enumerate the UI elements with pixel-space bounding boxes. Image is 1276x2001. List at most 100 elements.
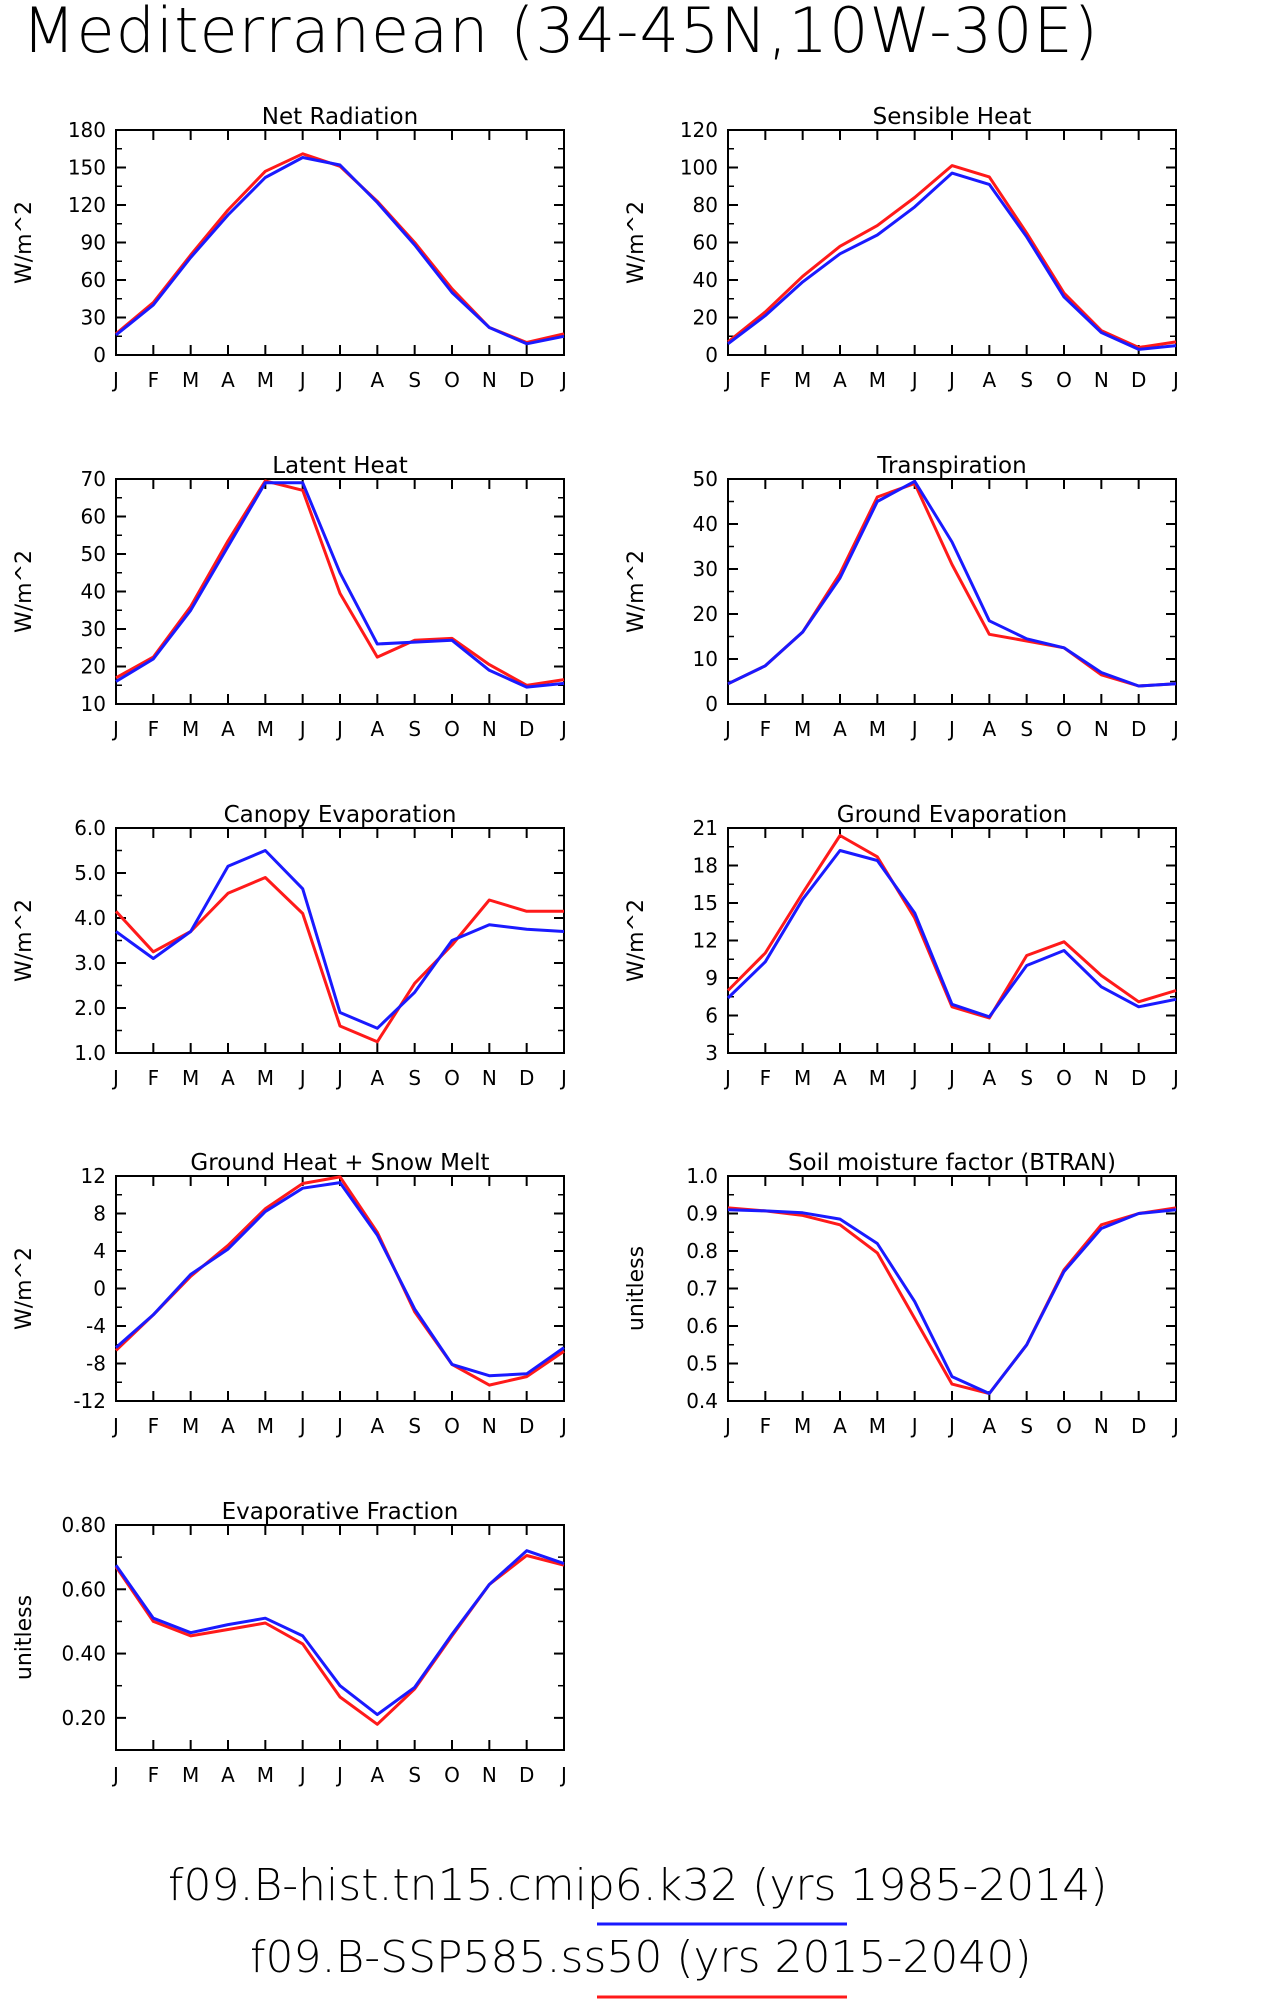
x-tick-label: F — [760, 1066, 772, 1090]
x-tick-label: A — [221, 1763, 235, 1787]
series-line-ssp — [114, 876, 564, 1044]
x-tick-label: M — [869, 1414, 886, 1438]
panel-title: Ground Heat + Snow Melt — [190, 1150, 489, 1176]
series-line-ssp — [726, 834, 1177, 1020]
x-tick-label: S — [408, 1763, 421, 1787]
x-tick-label: A — [370, 717, 384, 741]
x-tick-label: O — [444, 368, 460, 392]
y-tick-label: 120 — [68, 193, 106, 217]
y-axis-label: W/m^2 — [624, 201, 649, 284]
series-line-ssp — [114, 1554, 565, 1726]
series-line-ssp — [727, 1206, 1177, 1395]
y-axis-label: W/m^2 — [12, 1247, 37, 1330]
x-tick-label: O — [1056, 368, 1072, 392]
x-tick-label: A — [982, 1414, 996, 1438]
x-tick-label: M — [182, 717, 199, 741]
series-line-hist — [727, 1208, 1177, 1395]
plot-frame — [727, 129, 1177, 356]
series-line-hist — [115, 849, 565, 1030]
y-tick-label: 0.9 — [686, 1202, 718, 1226]
y-tick-label: 20 — [693, 306, 718, 330]
x-tick-label: M — [794, 1066, 811, 1090]
x-tick-label: M — [257, 1066, 274, 1090]
x-tick-label: O — [1056, 717, 1072, 741]
y-axis-label: W/m^2 — [624, 550, 649, 633]
x-tick-label: O — [444, 1414, 460, 1438]
y-tick-label: 1.0 — [686, 1164, 718, 1188]
y-tick-label: 50 — [693, 467, 718, 491]
x-tick-label: A — [982, 368, 996, 392]
plot-frame — [727, 827, 1177, 1054]
y-tick-label: -4 — [86, 1314, 106, 1338]
y-tick-label: 0 — [705, 692, 718, 716]
y-axis-label: W/m^2 — [12, 550, 37, 633]
y-axis-label: unitless — [624, 1246, 649, 1331]
y-tick-label: 0.7 — [686, 1277, 718, 1301]
x-tick-label: J — [559, 1414, 567, 1438]
y-tick-label: 9 — [705, 966, 718, 990]
x-tick-label: A — [833, 1066, 847, 1090]
y-axis-label: W/m^2 — [12, 899, 37, 982]
y-tick-label: -8 — [86, 1352, 106, 1376]
series-line-hist — [115, 481, 565, 689]
y-tick-label: 60 — [81, 505, 106, 529]
x-tick-label: J — [1171, 368, 1179, 392]
y-tick-label: 0.4 — [686, 1389, 718, 1413]
y-tick-label: 70 — [81, 467, 106, 491]
x-tick-label: J — [111, 1414, 119, 1438]
y-tick-label: 0.8 — [686, 1239, 718, 1263]
panel-title: Canopy Evaporation — [224, 802, 457, 828]
y-tick-label: 3.0 — [74, 951, 106, 975]
y-tick-label: 80 — [693, 193, 718, 217]
x-tick-label: J — [910, 1066, 918, 1090]
x-tick-label: O — [1056, 1066, 1072, 1090]
x-tick-label: S — [408, 368, 421, 392]
x-tick-label: A — [370, 1066, 384, 1090]
x-tick-label: M — [182, 1066, 199, 1090]
panel-title: Net Radiation — [262, 104, 418, 130]
x-tick-label: F — [148, 368, 160, 392]
x-tick-label: J — [1171, 1066, 1179, 1090]
x-tick-label: J — [910, 717, 918, 741]
y-tick-label: 0 — [705, 343, 718, 367]
x-tick-label: O — [444, 717, 460, 741]
y-tick-label: 4.0 — [74, 906, 106, 930]
y-axis-label: W/m^2 — [12, 201, 37, 284]
y-tick-label: -12 — [73, 1389, 106, 1413]
y-tick-label: 20 — [693, 602, 718, 626]
y-tick-label: 6.0 — [74, 816, 106, 840]
y-tick-label: 1.0 — [74, 1041, 106, 1065]
x-tick-label: J — [335, 368, 343, 392]
x-tick-label: M — [794, 1414, 811, 1438]
panel-title: Latent Heat — [272, 453, 408, 479]
x-tick-label: J — [947, 717, 955, 741]
x-tick-label: S — [408, 1066, 421, 1090]
x-tick-label: M — [257, 368, 274, 392]
y-tick-label: 8 — [93, 1202, 106, 1226]
x-tick-label: J — [335, 717, 343, 741]
y-tick-label: 100 — [680, 156, 718, 180]
y-tick-label: 30 — [81, 617, 106, 641]
x-tick-label: J — [298, 1763, 306, 1787]
y-tick-label: 0 — [93, 1277, 106, 1301]
x-tick-label: N — [482, 368, 497, 392]
y-tick-label: 10 — [693, 647, 718, 671]
x-tick-label: A — [982, 1066, 996, 1090]
x-tick-label: J — [111, 1763, 119, 1787]
x-tick-label: D — [519, 1763, 534, 1787]
x-tick-label: J — [559, 1066, 567, 1090]
panel-title: Ground Evaporation — [837, 802, 1067, 828]
x-tick-label: N — [482, 1066, 497, 1090]
x-tick-label: S — [1020, 1066, 1033, 1090]
x-tick-label: M — [794, 368, 811, 392]
x-tick-label: M — [182, 1763, 199, 1787]
series-line-hist — [115, 1181, 565, 1378]
y-tick-label: 150 — [68, 156, 106, 180]
x-tick-label: S — [408, 717, 421, 741]
